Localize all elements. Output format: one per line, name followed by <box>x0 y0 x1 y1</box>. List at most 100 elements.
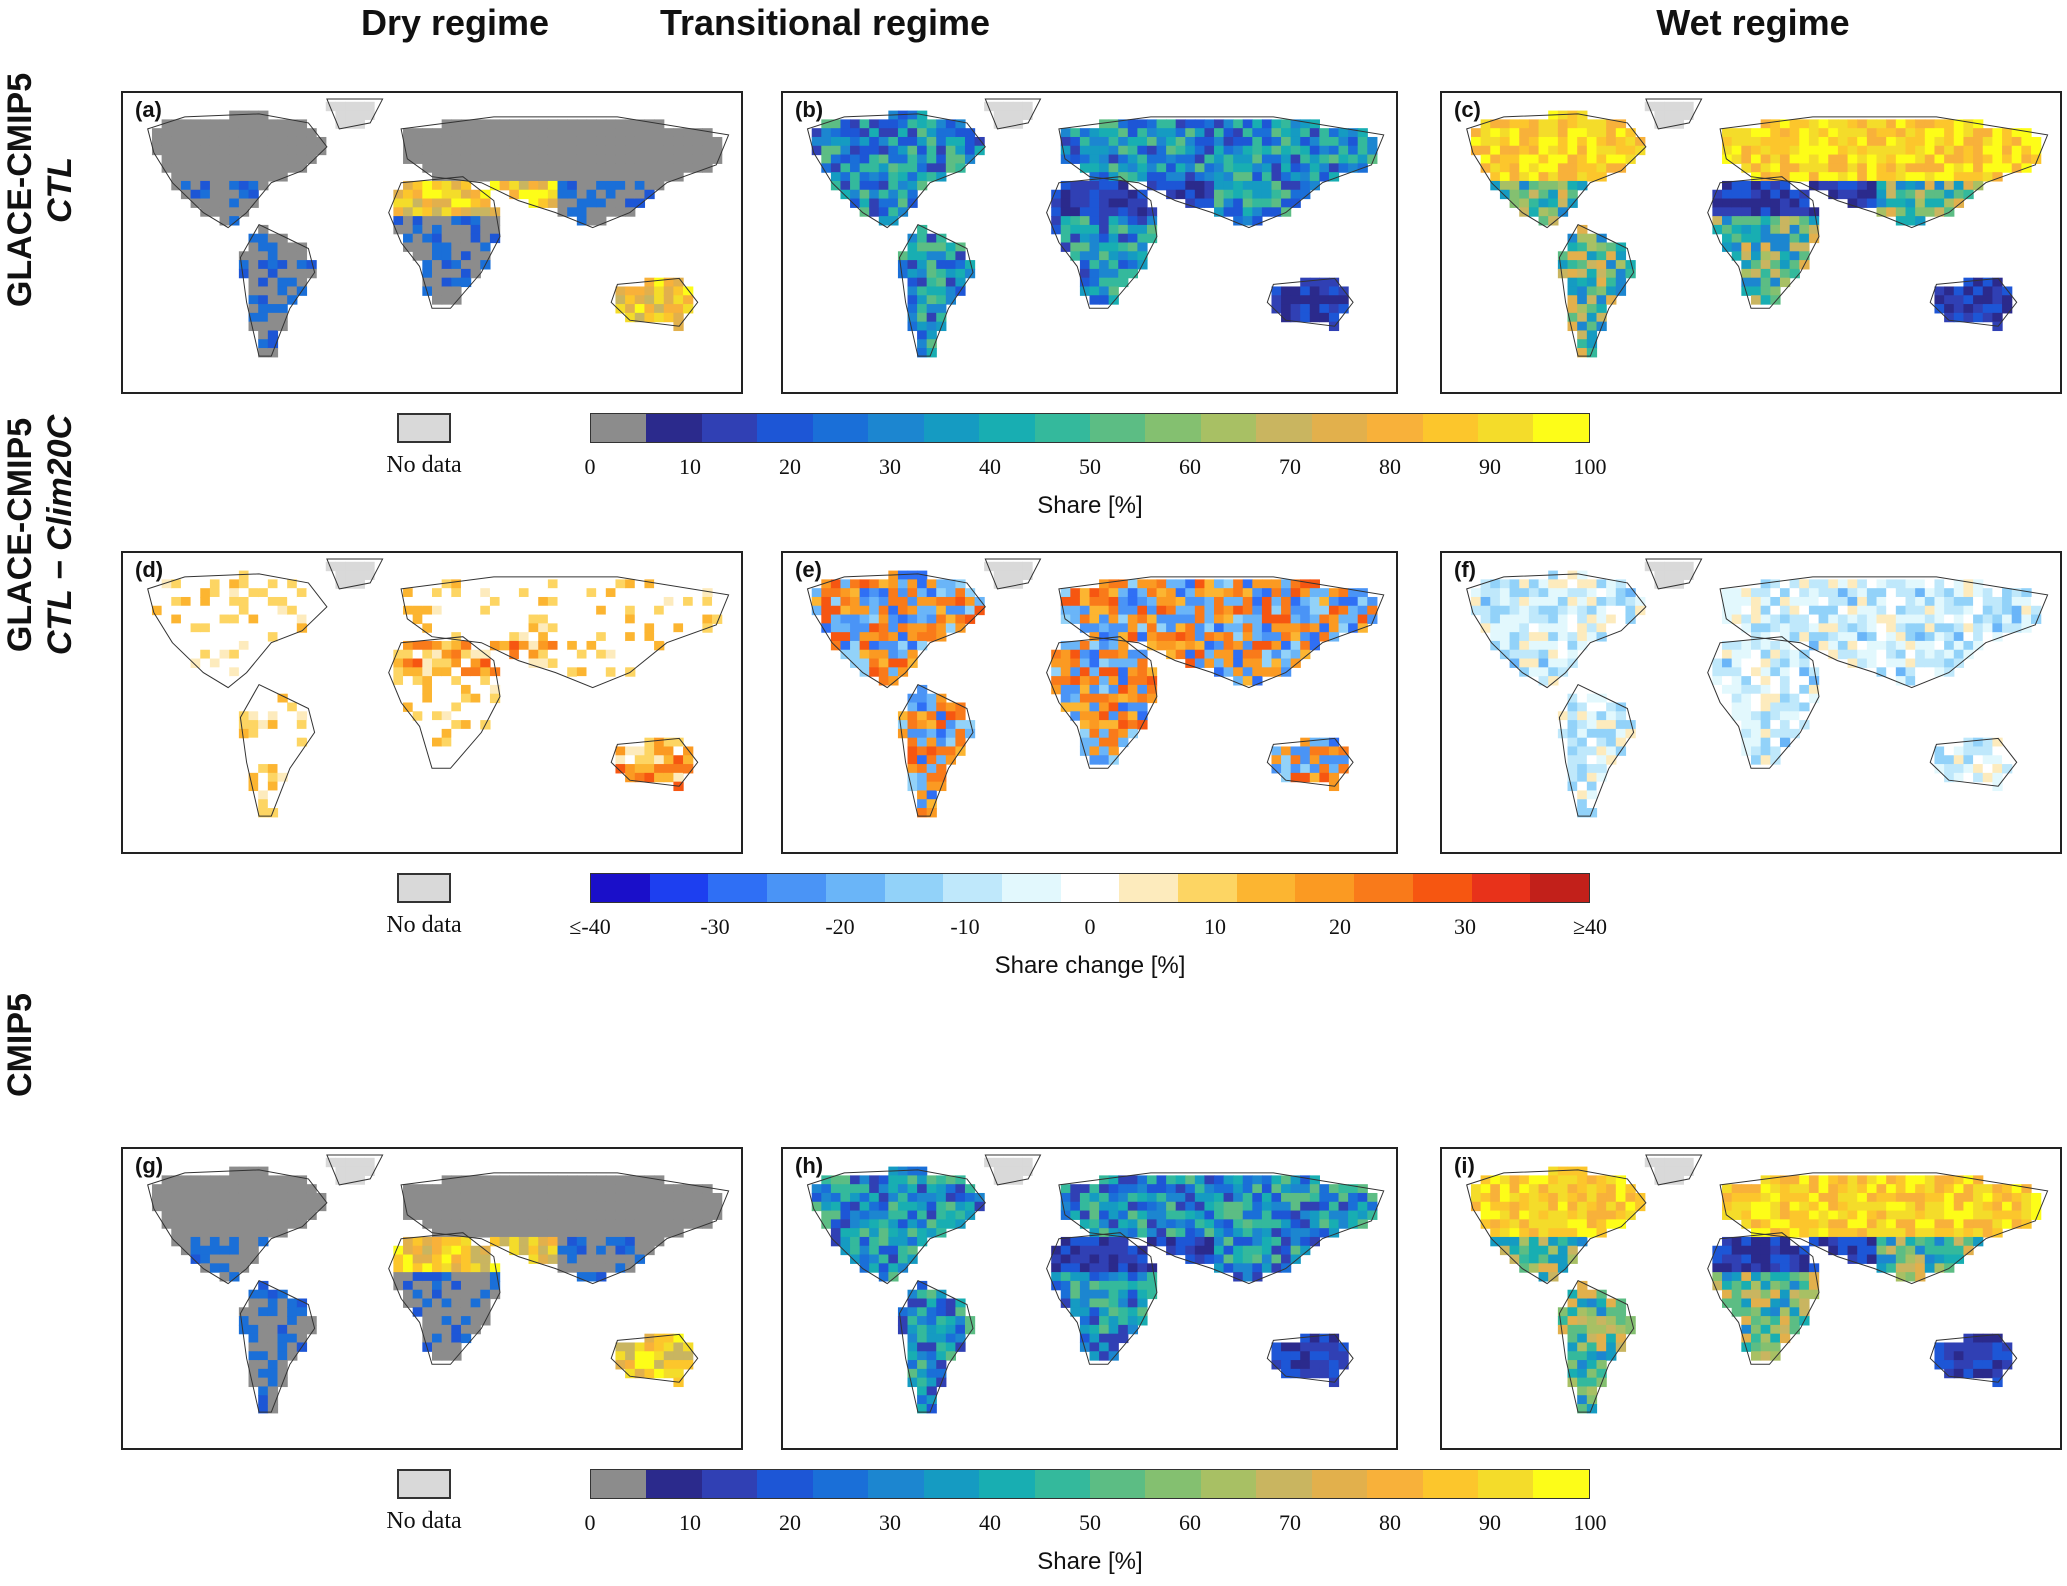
map-grid-cell <box>605 198 617 208</box>
map-grid-cell <box>644 614 655 624</box>
map-grid-cell <box>1973 128 1984 138</box>
map-grid-cell <box>1586 737 1598 748</box>
coastline <box>326 558 384 590</box>
map-grid-cell <box>432 1324 443 1335</box>
map-grid-cell <box>907 1351 918 1361</box>
map-grid-cell <box>850 1201 861 1212</box>
map-grid-cell <box>1079 605 1091 616</box>
map-grid-cell <box>547 189 559 200</box>
map-grid-cell <box>1271 605 1282 616</box>
map-grid-cell <box>654 128 665 138</box>
map-grid-cell <box>926 286 937 296</box>
map-grid-cell <box>1789 260 1800 270</box>
map-grid-cell <box>1722 702 1733 712</box>
map-grid-cell <box>432 136 443 147</box>
map-grid-cell <box>451 145 462 156</box>
map-grid-cell <box>1319 746 1330 756</box>
map-grid-cell <box>1166 614 1177 624</box>
map-grid-cell <box>869 180 880 191</box>
map-grid-cell <box>470 632 481 642</box>
map-grid-cell <box>238 163 250 173</box>
map-grid-cell <box>897 1210 909 1220</box>
map-grid-cell <box>1118 1228 1129 1238</box>
map-grid-cell <box>1137 172 1148 182</box>
map-grid-cell <box>1886 667 1897 677</box>
map-grid-cell <box>1470 128 1482 138</box>
map-grid-cell <box>1252 579 1263 589</box>
map-grid-cell <box>1271 755 1282 765</box>
map-grid-cell <box>1118 1272 1129 1282</box>
map-grid-cell <box>1070 128 1081 138</box>
map-grid-cell <box>1770 180 1781 191</box>
map-grid-cell <box>248 128 259 138</box>
map-grid-cell <box>277 1219 288 1229</box>
map-grid-cell <box>673 1333 684 1344</box>
map-grid-cell <box>1538 605 1549 616</box>
map-grid-cell <box>460 1316 472 1326</box>
map-grid-cell <box>547 1184 559 1194</box>
map-grid-cell <box>1799 136 1810 147</box>
map-grid-cell <box>859 1236 870 1247</box>
map-grid-cell <box>926 251 937 261</box>
map-grid-cell <box>625 136 636 147</box>
map-grid-cell <box>528 1228 539 1238</box>
map-grid-cell <box>190 1192 201 1203</box>
map-grid-cell <box>287 145 298 156</box>
map-grid-cell <box>1934 198 1945 208</box>
map-grid-cell <box>306 136 317 147</box>
map-grid-cell <box>1635 596 1646 607</box>
map-grid-cell <box>1060 1263 1071 1273</box>
map-grid-cell <box>1760 614 1771 624</box>
map-grid-cell <box>850 189 861 200</box>
map-grid-cell <box>219 614 230 624</box>
map-grid-cell <box>258 304 269 314</box>
map-grid-cell <box>2002 746 2013 756</box>
map-grid-cell <box>1779 145 1791 156</box>
map-grid-cell <box>673 154 684 164</box>
map-grid-cell <box>654 772 665 783</box>
map-grid-cell <box>451 676 462 686</box>
map-grid-cell <box>1837 189 1849 200</box>
map-grid-cell <box>441 145 452 156</box>
map-grid-cell <box>422 1324 433 1335</box>
map-grid-cell <box>1586 136 1598 147</box>
map-grid-cell <box>869 136 880 147</box>
map-grid-cell <box>1290 764 1301 774</box>
map-grid-cell <box>1079 1184 1091 1194</box>
map-grid-cell <box>1770 163 1781 173</box>
map-grid-cell <box>1779 605 1791 616</box>
map-grid-cell <box>1185 119 1196 129</box>
map-grid-cell <box>1271 746 1282 756</box>
map-grid-cell <box>1905 216 1916 226</box>
map-grid-cell <box>1789 579 1800 589</box>
map-grid-cell <box>1300 312 1311 323</box>
map-grid-cell <box>859 614 870 624</box>
map-grid-cell <box>964 1184 976 1194</box>
map-grid-cell <box>1770 119 1781 129</box>
map-grid-cell <box>683 623 694 633</box>
map-grid-cell <box>171 1219 182 1229</box>
map-grid-cell <box>258 1368 269 1379</box>
map-grid-cell <box>1944 640 1955 651</box>
map-grid-cell <box>878 172 889 182</box>
map-grid-cell <box>1060 1289 1071 1300</box>
map-grid-cell <box>878 1263 889 1273</box>
map-grid-cell <box>460 251 472 261</box>
map-grid-cell <box>1751 702 1762 712</box>
map-grid-cell <box>1099 1228 1110 1238</box>
map-grid-cell <box>499 640 510 651</box>
map-grid-cell <box>277 1324 288 1335</box>
map-grid-cell <box>897 119 909 129</box>
map-grid-cell <box>1847 640 1858 651</box>
map-grid-cell <box>1586 268 1598 279</box>
map-grid-cell <box>654 623 665 633</box>
map-grid-cell <box>460 693 472 704</box>
map-grid-cell <box>441 737 452 748</box>
map-grid-cell <box>1156 1175 1167 1185</box>
map-grid-cell <box>1741 198 1752 208</box>
map-grid-cell <box>567 588 578 598</box>
map-grid-cell <box>1722 216 1733 226</box>
map-grid-cell <box>1741 605 1752 616</box>
map-grid-cell <box>1876 588 1887 598</box>
map-grid-cell <box>296 614 308 624</box>
